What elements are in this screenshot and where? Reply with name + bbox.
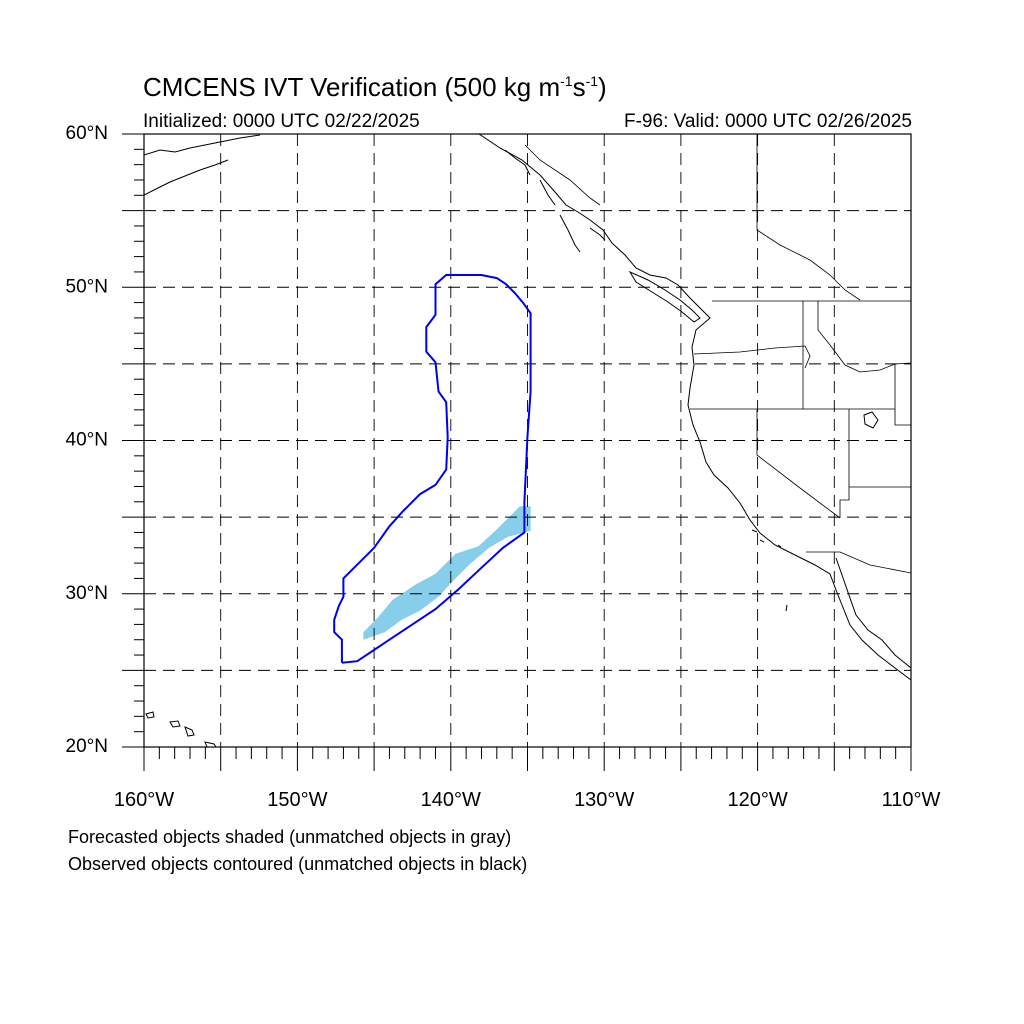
- title-exponent-1: -1: [560, 73, 573, 89]
- lon-label-0: 160°W: [114, 789, 174, 811]
- lon-label-5: 110°W: [882, 789, 941, 811]
- lat-label-1: 30°N: [66, 583, 108, 604]
- coastline-vancouver-island: [628, 270, 701, 323]
- border-alaska-bc: [524, 144, 601, 206]
- coastline-small-islands: [751, 529, 788, 612]
- forecast-object-layer: [363, 506, 531, 640]
- border-ca-nv: [756, 409, 841, 519]
- border-us-mexico: [806, 551, 911, 574]
- lon-label-1: 150°W: [267, 789, 327, 811]
- coastline-west-coast: [478, 134, 911, 681]
- border-utah-wyoming: [894, 364, 911, 426]
- title-suffix: ): [598, 72, 607, 102]
- coastline-alaska-peninsula: [144, 134, 261, 196]
- lon-label-2: 140°W: [421, 789, 481, 811]
- lat-label-3: 50°N: [66, 276, 108, 297]
- great-salt-lake: [863, 411, 879, 429]
- title-prefix: CMCENS IVT Verification (500 kg m: [143, 72, 561, 102]
- border-nv-ut: [839, 409, 850, 518]
- observed-object-layer: [333, 274, 532, 664]
- border-idaho-montana: [817, 301, 911, 373]
- observed-object-contour: [333, 274, 532, 664]
- map-title: CMCENS IVT Verification (500 kg m-1s-1): [143, 74, 607, 100]
- gridline-layer: [144, 134, 911, 747]
- initialized-time: Initialized: 0000 UTC 02/22/2025: [143, 111, 420, 132]
- lat-label-2: 40°N: [66, 430, 108, 451]
- latitude-labels: 20°N 30°N 40°N 50°N 60°N: [66, 123, 108, 757]
- title-mid: s: [572, 72, 586, 102]
- valid-time: F-96: Valid: 0000 UTC 02/26/2025: [624, 111, 912, 132]
- coastline-baja: [835, 557, 911, 669]
- lon-label-3: 130°W: [574, 789, 634, 811]
- lat-label-0: 20°N: [66, 736, 108, 757]
- caption-observed: Observed objects contoured (unmatched ob…: [68, 854, 528, 874]
- political-borders-layer: [524, 134, 911, 574]
- coastline-layer: [144, 134, 911, 747]
- title-exponent-2: -1: [585, 73, 599, 89]
- lat-label-4: 60°N: [66, 123, 108, 144]
- lon-label-4: 120°W: [727, 789, 787, 811]
- caption-forecast: Forecasted objects shaded (unmatched obj…: [68, 827, 512, 847]
- border-bc-alberta: [756, 134, 861, 301]
- coastline-panhandle-islands: [504, 149, 606, 253]
- border-wa-or: [693, 345, 811, 369]
- tick-layer: [122, 133, 912, 771]
- forecast-object-shading: [363, 506, 531, 640]
- coastline-hawaii: [145, 711, 217, 747]
- longitude-labels: 160°W 150°W 140°W 130°W 120°W 110°W: [114, 789, 941, 811]
